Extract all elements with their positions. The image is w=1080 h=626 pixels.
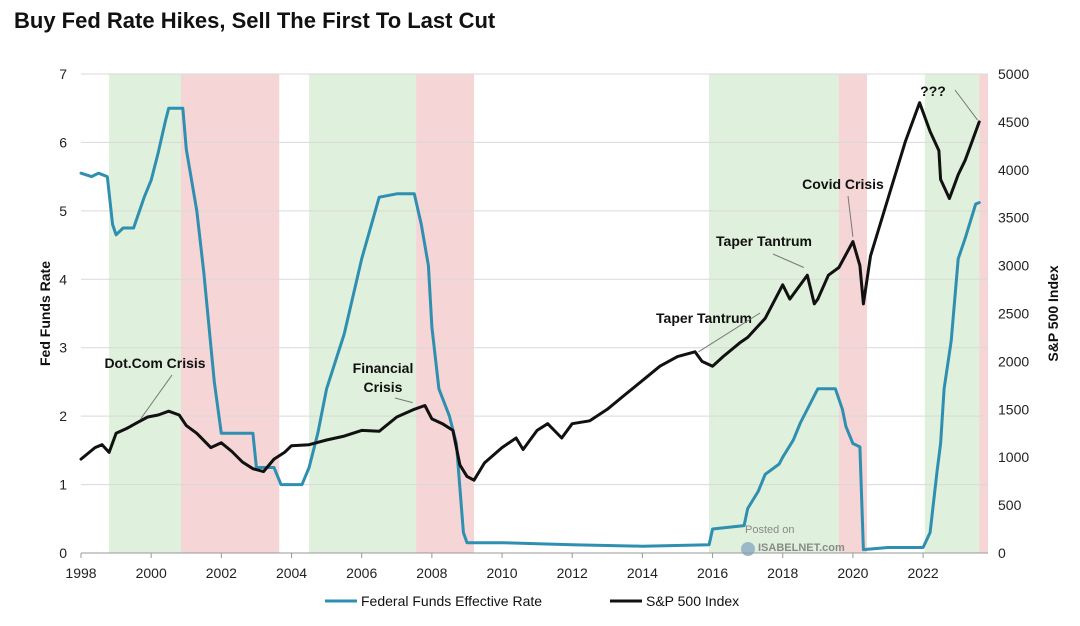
chart-title: Buy Fed Rate Hikes, Sell The First To La… (14, 8, 496, 33)
x-tick-label: 2012 (557, 565, 588, 581)
x-tick-label: 2022 (908, 565, 939, 581)
y-right-tick-label: 4000 (998, 162, 1029, 178)
legend-label-sp500: S&P 500 Index (646, 593, 739, 609)
cut-band (979, 74, 988, 553)
annotation-dotcom-leader (140, 374, 173, 420)
y-right-tick-label: 0 (998, 545, 1006, 561)
y-left-axis-label: Fed Funds Rate (37, 261, 53, 366)
watermark-globe-icon (741, 542, 755, 556)
y-right-tick-label: 1500 (998, 401, 1029, 417)
x-tick-label: 2016 (697, 565, 728, 581)
y-right-tick-label: 3500 (998, 210, 1029, 226)
x-tick-label: 2006 (346, 565, 377, 581)
y-right-tick-label: 500 (998, 497, 1022, 513)
hike-band (309, 74, 417, 553)
watermark-line1: Posted on (745, 524, 795, 536)
x-tick-label: 2018 (767, 565, 798, 581)
y-left-tick-label: 3 (59, 340, 67, 356)
x-tick-label: 2010 (486, 565, 517, 581)
x-tick-label: 2004 (276, 565, 307, 581)
y-right-tick-label: 3000 (998, 258, 1029, 274)
annotation-financial-line2-leader (394, 397, 413, 404)
y-left-tick-label: 7 (59, 66, 67, 82)
fed-funds-rate-line (79, 106, 981, 552)
legend-label-fed-funds: Federal Funds Effective Rate (361, 593, 542, 609)
y-right-axis-label: S&P 500 Index (1045, 265, 1061, 361)
annotation-financial-line2: Crisis (364, 379, 403, 395)
y-left-tick-label: 4 (59, 271, 67, 287)
x-tick-label: 2014 (627, 565, 658, 581)
annotation-taper-2: Taper Tantrum (716, 233, 812, 249)
y-left-tick-label: 1 (59, 477, 67, 493)
y-right-tick-label: 1000 (998, 449, 1029, 465)
x-tick-label: 1998 (65, 565, 96, 581)
y-left-tick-label: 6 (59, 134, 67, 150)
cut-band (180, 74, 280, 553)
watermark-line2: ISABELNET.com (758, 542, 845, 554)
hike-band (109, 74, 181, 553)
y-right-tick-label: 2000 (998, 353, 1029, 369)
series-lines (79, 101, 981, 552)
legend: Federal Funds Effective Rate S&P 500 Inde… (325, 593, 739, 609)
sp500-line (79, 101, 981, 482)
annotation-taper-1: Taper Tantrum (656, 310, 752, 326)
rate-regime-bands (109, 74, 988, 553)
x-tick-label: 2002 (206, 565, 237, 581)
y-right-tick-label: 2500 (998, 306, 1029, 322)
x-tick-label: 2020 (837, 565, 868, 581)
y-right-tick-label: 4500 (998, 114, 1029, 130)
cut-band (416, 74, 474, 553)
annotation-dotcom: Dot.Com Crisis (104, 355, 205, 371)
y-left-tick-label: 2 (59, 408, 67, 424)
annotations: Dot.Com Crisis Financial Crisis Taper Tantr… (104, 83, 978, 420)
y-right-tick-label: 5000 (998, 66, 1029, 82)
cut-band (838, 74, 867, 553)
annotation-taper-1-leader (698, 312, 761, 353)
x-tick-label: 2000 (136, 565, 167, 581)
annotation-question-leader (954, 89, 978, 121)
hike-band (709, 74, 839, 553)
y-left-tick-label: 0 (59, 545, 67, 561)
annotation-covid-leader (847, 195, 854, 237)
annotation-covid: Covid Crisis (802, 176, 884, 192)
annotation-financial-line1: Financial (353, 360, 414, 376)
x-tick-label: 2008 (416, 565, 447, 581)
axes: 0 1 2 3 4 5 6 7 0 500 1000 1500 2000 2500 3000 3500 4000… (37, 66, 1061, 581)
annotation-taper-2-leader (772, 253, 804, 268)
y-left-tick-label: 5 (59, 203, 67, 219)
annotation-question: ??? (920, 83, 946, 99)
